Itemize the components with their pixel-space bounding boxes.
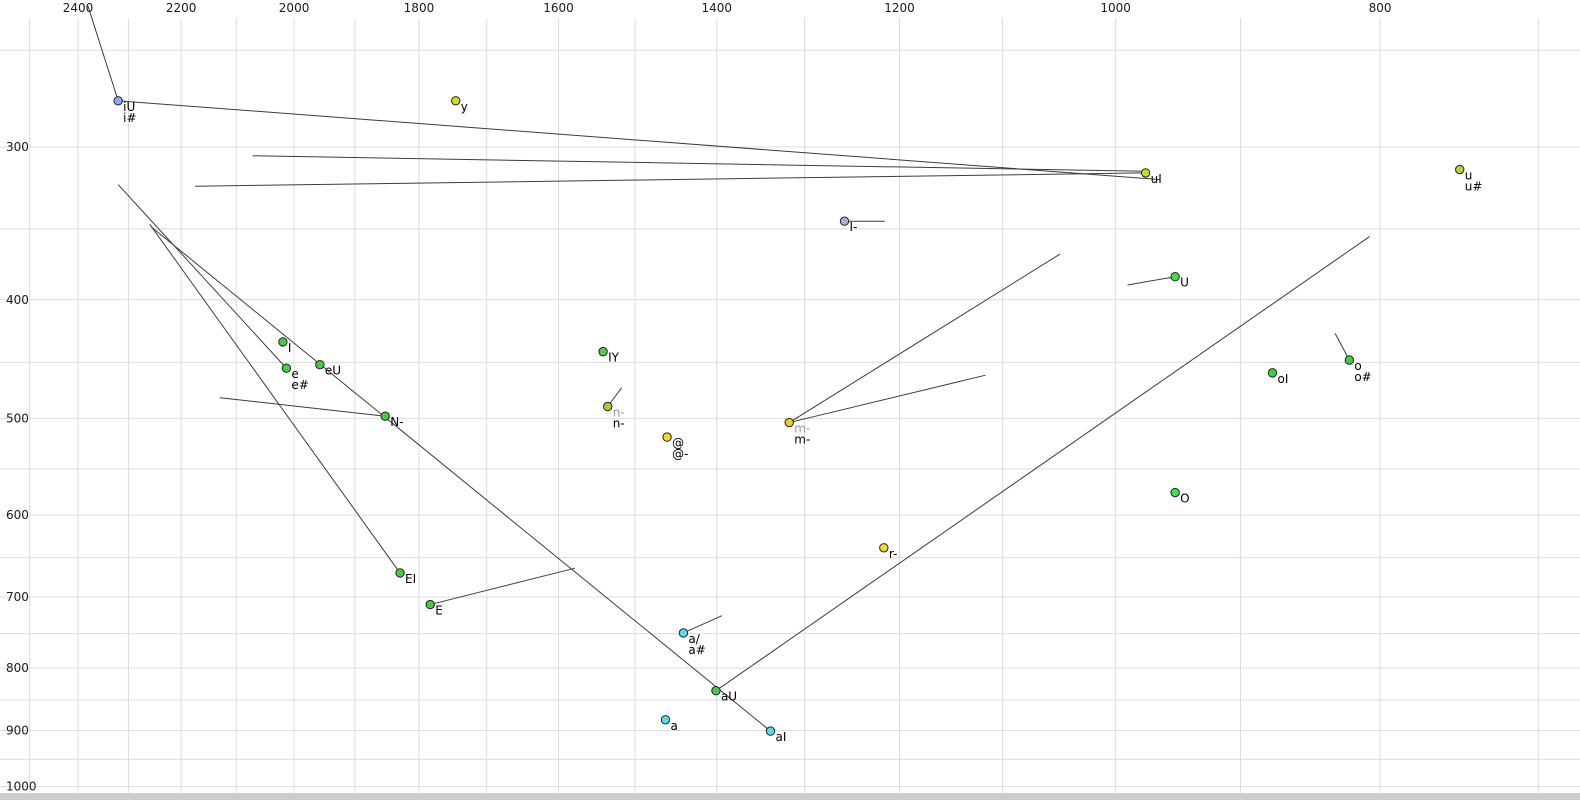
vowel-point-y[interactable] bbox=[451, 96, 461, 106]
trajectory-line-N--trajectory bbox=[219, 397, 386, 417]
point-label-U: U bbox=[1180, 276, 1189, 290]
point-label-iU-alt: i# bbox=[123, 111, 136, 125]
data-points bbox=[113, 96, 1465, 736]
vowel-point-a[interactable] bbox=[660, 715, 671, 725]
point-label-iU: iU bbox=[123, 100, 135, 114]
point-label-EI: EI bbox=[405, 572, 416, 586]
vowel-point-e[interactable] bbox=[281, 363, 292, 373]
trajectory-line-U-trajectory bbox=[1127, 276, 1176, 286]
point-label-o: o bbox=[1354, 359, 1361, 373]
point-label-aI: aI bbox=[775, 730, 786, 744]
y-axis-tick-label: 700 bbox=[6, 590, 29, 604]
point-label-I: I bbox=[288, 341, 292, 355]
y-axis-tick-label: 900 bbox=[6, 724, 29, 738]
point-label-aU: aU bbox=[721, 690, 737, 704]
trajectory-line-m--trajectory-2 bbox=[789, 374, 986, 424]
trajectory-line-a/-trajectory bbox=[683, 615, 723, 634]
vowel-point-aI[interactable] bbox=[765, 726, 776, 736]
point-label-O: O bbox=[1180, 492, 1189, 506]
x-axis-tick-label: 1400 bbox=[702, 1, 733, 15]
point-label-a: a bbox=[670, 719, 677, 733]
x-axis-tick-label: 1200 bbox=[884, 1, 915, 15]
vowel-point-a/[interactable] bbox=[678, 628, 689, 638]
trajectory-line-aU-trajectory bbox=[715, 235, 1371, 692]
y-axis-tick-label: 400 bbox=[6, 293, 29, 307]
vowel-point-IY[interactable] bbox=[598, 346, 608, 357]
x-axis-tick-label: 1000 bbox=[1100, 1, 1131, 15]
point-label-oI: oI bbox=[1278, 372, 1289, 386]
vowel-point-oI[interactable] bbox=[1267, 368, 1278, 378]
point-labels: iUi# y uI uu# I- U Iee# eU IY n-n- @@- m-m-oo# oI Or-… bbox=[123, 100, 1482, 744]
trajectory-line-E-trajectory bbox=[430, 567, 576, 606]
point-label-o-alt: o# bbox=[1354, 370, 1371, 384]
y-axis-tick-label: 1000 bbox=[6, 779, 37, 793]
point-label-E: E bbox=[435, 604, 443, 618]
axis-tick-labels: 2400 2200 2000 1800 1600 1400 1200 1000 800 300 40… bbox=[6, 1, 1392, 793]
point-label-eU: eU bbox=[325, 364, 341, 378]
trajectory-line-o-trajectory bbox=[1334, 333, 1350, 361]
vowel-point-I[interactable] bbox=[278, 337, 288, 347]
gridlines bbox=[0, 18, 1580, 800]
y-axis-tick-label: 800 bbox=[6, 661, 29, 675]
point-label-a/-alt: a# bbox=[688, 643, 705, 657]
vowel-point-@[interactable] bbox=[662, 432, 672, 442]
point-label-e: e bbox=[291, 367, 298, 381]
x-axis-tick-label: 2000 bbox=[279, 1, 310, 15]
bottom-scrollbar[interactable] bbox=[0, 793, 1580, 800]
vowel-point-E[interactable] bbox=[425, 599, 435, 610]
vowel-point-N-[interactable] bbox=[380, 411, 390, 421]
trajectory-line-e#-trajectory bbox=[117, 184, 287, 369]
vowel-point-I-[interactable] bbox=[839, 216, 850, 226]
vowel-point-n-[interactable] bbox=[603, 401, 613, 412]
trajectory-line-uI-trajectory bbox=[195, 172, 1145, 187]
point-label-I-: I- bbox=[850, 220, 858, 234]
x-axis-tick-label: 1600 bbox=[543, 1, 574, 15]
point-label-n--alt: n- bbox=[613, 417, 625, 431]
point-label-e-alt: e# bbox=[291, 378, 308, 392]
y-axis-tick-label: 600 bbox=[6, 508, 29, 522]
vowel-point-o[interactable] bbox=[1344, 355, 1355, 365]
trajectory-line-EI-trajectory bbox=[149, 224, 401, 574]
vowel-point-aU[interactable] bbox=[711, 686, 721, 696]
point-label-uI: uI bbox=[1151, 172, 1162, 186]
trajectory-lines bbox=[87, 5, 1371, 732]
vowel-point-O[interactable] bbox=[1170, 487, 1180, 498]
vowel-point-U[interactable] bbox=[1170, 272, 1180, 282]
point-label-u-alt: u# bbox=[1465, 180, 1483, 194]
point-label-@-alt: @- bbox=[672, 447, 688, 461]
vowel-point-iU[interactable] bbox=[113, 96, 123, 106]
trajectory-line-u#-trajectory bbox=[252, 155, 1145, 172]
trajectory-line-aI-trajectory bbox=[151, 226, 771, 732]
x-axis-tick-label: 2200 bbox=[166, 1, 197, 15]
vowel-point-r-[interactable] bbox=[879, 543, 889, 553]
point-label-@: @ bbox=[672, 436, 684, 450]
y-axis-tick-label: 300 bbox=[6, 140, 29, 154]
trajectory-line-i#-onglide bbox=[87, 5, 119, 101]
y-axis-tick-label: 500 bbox=[6, 411, 29, 425]
vowel-point-u[interactable] bbox=[1455, 164, 1465, 175]
point-label-a/: a/ bbox=[688, 632, 700, 646]
point-label-m--alt: m- bbox=[794, 433, 810, 447]
point-label-r-: r- bbox=[889, 547, 898, 561]
point-label-IY: IY bbox=[608, 351, 620, 365]
point-label-N-: N- bbox=[390, 415, 403, 429]
point-label-y: y bbox=[461, 100, 468, 114]
x-axis-tick-label: 1800 bbox=[404, 1, 435, 15]
vowel-point-EI[interactable] bbox=[395, 568, 405, 578]
vowel-point-uI[interactable] bbox=[1140, 168, 1151, 178]
point-label-n-: n- bbox=[613, 406, 625, 420]
x-axis-tick-label: 2400 bbox=[63, 1, 94, 15]
vowel-point-m-[interactable] bbox=[784, 417, 794, 428]
point-label-u: u bbox=[1465, 169, 1473, 183]
trajectory-line-m--trajectory-1 bbox=[788, 253, 1061, 423]
point-label-m-: m- bbox=[794, 422, 810, 436]
x-axis-tick-label: 800 bbox=[1369, 1, 1392, 15]
trajectory-line-iU-trajectory bbox=[118, 100, 1161, 181]
vowel-point-eU[interactable] bbox=[315, 360, 325, 370]
